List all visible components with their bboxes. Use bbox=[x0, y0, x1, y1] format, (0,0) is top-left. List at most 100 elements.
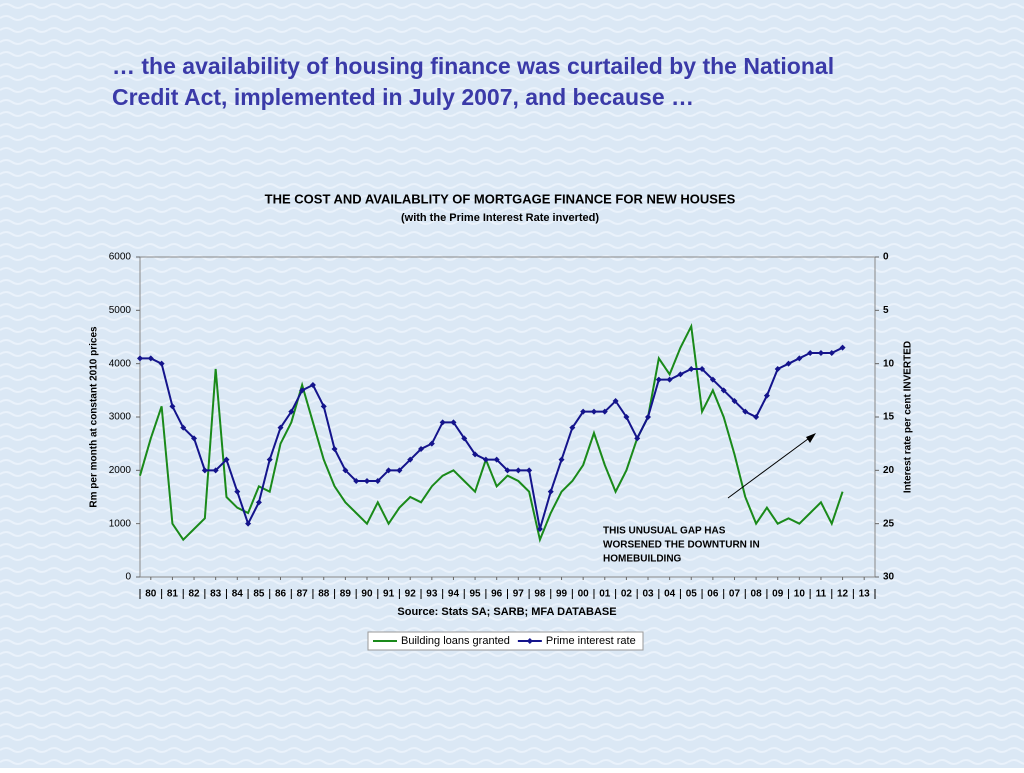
series-marker bbox=[407, 456, 414, 463]
y2-tick-label: 0 bbox=[883, 252, 889, 263]
x-tick-label: 09 bbox=[772, 589, 784, 600]
series-marker bbox=[245, 520, 252, 527]
series-marker bbox=[580, 408, 587, 415]
series-marker bbox=[699, 366, 706, 372]
series-marker bbox=[147, 355, 154, 362]
series-marker bbox=[526, 467, 533, 474]
series-marker bbox=[515, 467, 522, 474]
series-marker bbox=[353, 478, 360, 484]
series-marker bbox=[753, 414, 760, 420]
series-marker bbox=[807, 350, 814, 356]
y2-tick-label: 5 bbox=[883, 305, 889, 316]
series-marker bbox=[558, 456, 565, 463]
series-marker bbox=[731, 398, 738, 404]
x-tick-label: 13 bbox=[859, 589, 871, 600]
chart-title: THE COST AND AVAILABLITY OF MORTGAGE FIN… bbox=[265, 191, 736, 206]
series-marker bbox=[277, 424, 284, 431]
series-marker bbox=[169, 403, 176, 410]
x-tick-label: 96 bbox=[491, 589, 503, 600]
x-tick-label: 94 bbox=[448, 589, 460, 600]
y-tick-label: 1000 bbox=[109, 518, 132, 529]
y-tick-label: 0 bbox=[125, 572, 131, 583]
series-marker bbox=[342, 467, 349, 474]
y2-tick-label: 20 bbox=[883, 465, 895, 476]
series-marker bbox=[180, 424, 187, 431]
x-tick-label: 10 bbox=[794, 589, 806, 600]
series-marker bbox=[742, 408, 749, 415]
x-tick-label: 02 bbox=[621, 589, 633, 600]
series-marker bbox=[374, 478, 381, 484]
series-marker bbox=[428, 440, 435, 447]
series-marker bbox=[201, 467, 208, 474]
series-marker bbox=[320, 403, 327, 410]
series-marker bbox=[569, 424, 576, 431]
series-marker bbox=[299, 387, 306, 394]
x-tick-label: 08 bbox=[751, 589, 763, 600]
x-tick-label: 04 bbox=[664, 589, 676, 600]
series-marker bbox=[655, 376, 662, 383]
series-marker bbox=[536, 526, 543, 532]
x-tick-label: 89 bbox=[340, 589, 352, 600]
series-marker bbox=[666, 376, 673, 383]
y2-axis-label: Interest rate per cent INVERTED bbox=[903, 341, 914, 493]
series-marker bbox=[158, 360, 165, 367]
x-tick-label: 99 bbox=[556, 589, 568, 600]
series-marker bbox=[385, 467, 392, 474]
series-marker bbox=[720, 387, 727, 394]
annotation: HOMEBUILDING bbox=[603, 554, 682, 565]
series-marker bbox=[709, 376, 716, 383]
x-tick-label: 91 bbox=[383, 589, 395, 600]
series-marker bbox=[472, 451, 479, 458]
series-marker bbox=[590, 408, 597, 415]
series-marker bbox=[677, 371, 684, 378]
series-marker bbox=[634, 435, 641, 442]
series-marker bbox=[828, 350, 835, 356]
series-line bbox=[139, 322, 844, 544]
y-axis-label: Rm per month at constant 2010 prices bbox=[89, 326, 100, 508]
series-marker bbox=[255, 499, 262, 506]
series-marker bbox=[331, 446, 338, 452]
legend: Building loans granted Prime interest rat… bbox=[367, 631, 644, 651]
annotation: THIS UNUSUAL GAP HAS bbox=[603, 526, 726, 537]
legend-box bbox=[367, 631, 644, 651]
x-tick-label: 95 bbox=[470, 589, 482, 600]
y-tick-label: 3000 bbox=[109, 412, 132, 423]
y-tick-label: 2000 bbox=[109, 465, 132, 476]
x-tick-label: 90 bbox=[361, 589, 373, 600]
series-marker bbox=[645, 414, 652, 420]
legend-label: Prime interest rate bbox=[546, 635, 636, 647]
x-tick-label: 84 bbox=[232, 589, 244, 600]
series-marker bbox=[796, 355, 803, 362]
legend-marker bbox=[526, 638, 533, 644]
x-tick-label: 82 bbox=[188, 589, 200, 600]
x-tick-label: 11 bbox=[816, 589, 827, 600]
y-tick-label: 4000 bbox=[109, 358, 132, 369]
x-tick-label: 07 bbox=[729, 589, 741, 600]
x-tick-label: 81 bbox=[167, 589, 179, 600]
series-marker bbox=[763, 392, 770, 399]
x-tick-label: 93 bbox=[426, 589, 438, 600]
x-tick-label: 12 bbox=[837, 589, 849, 600]
series-marker bbox=[774, 366, 781, 372]
y2-tick-label: 25 bbox=[883, 518, 895, 529]
x-tick-label: 98 bbox=[534, 589, 546, 600]
series-marker bbox=[601, 408, 608, 415]
slide-title: … the availability of housing finance wa… bbox=[112, 53, 834, 79]
x-tick-label: 01 bbox=[599, 589, 611, 600]
series-marker bbox=[817, 350, 824, 356]
chart-subtitle: (with the Prime Interest Rate inverted) bbox=[401, 212, 599, 224]
series-marker bbox=[839, 344, 846, 351]
x-tick-label: 03 bbox=[642, 589, 654, 600]
series-marker bbox=[493, 456, 500, 463]
x-tick-label: 85 bbox=[253, 589, 265, 600]
x-tick-label: 05 bbox=[686, 589, 698, 600]
series-line bbox=[140, 346, 844, 530]
x-tick-label: 88 bbox=[318, 589, 330, 600]
y-tick-label: 5000 bbox=[109, 305, 132, 316]
legend-label: Building loans granted bbox=[401, 635, 510, 647]
series-marker bbox=[547, 488, 554, 495]
series-marker bbox=[137, 355, 143, 362]
y2-tick-label: 15 bbox=[883, 412, 895, 423]
